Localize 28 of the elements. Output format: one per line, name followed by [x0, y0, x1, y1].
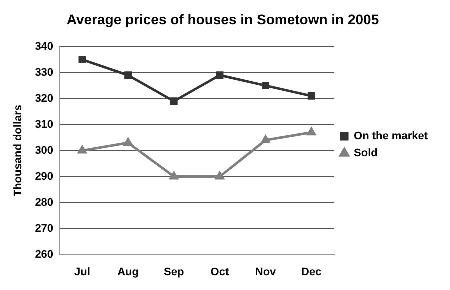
point [262, 82, 270, 90]
x-tick-label: Dec [302, 266, 322, 278]
y-axis-title: Thousand dollars [12, 104, 25, 197]
point [78, 56, 86, 64]
y-tick-label: 290 [35, 170, 54, 183]
point [262, 136, 270, 144]
legend-label: On the market [354, 130, 428, 143]
y-tick-label: 280 [35, 196, 54, 209]
y-tick-label: 310 [35, 118, 54, 131]
point [308, 92, 316, 100]
y-tick-label: 340 [35, 40, 54, 53]
point [307, 128, 316, 136]
x-tick-label: Sep [164, 266, 184, 278]
point [124, 72, 132, 80]
y-tick-label: 260 [35, 248, 54, 261]
x-tick-label: Nov [255, 266, 278, 278]
y-tick-label: 270 [35, 222, 54, 235]
point [216, 72, 224, 80]
point [124, 138, 133, 146]
legend-label: Sold [354, 148, 378, 160]
y-tick-label: 300 [35, 144, 54, 157]
x-tick-label: Oct [210, 266, 230, 278]
x-tick-label: Aug [118, 266, 139, 278]
y-tick-label: 330 [35, 66, 54, 79]
y-tick-label: 320 [35, 92, 54, 105]
point [170, 98, 178, 106]
x-tick-label: Jul [74, 266, 90, 278]
chart-title: Average prices of houses in Sometown in 2005 [66, 11, 380, 28]
